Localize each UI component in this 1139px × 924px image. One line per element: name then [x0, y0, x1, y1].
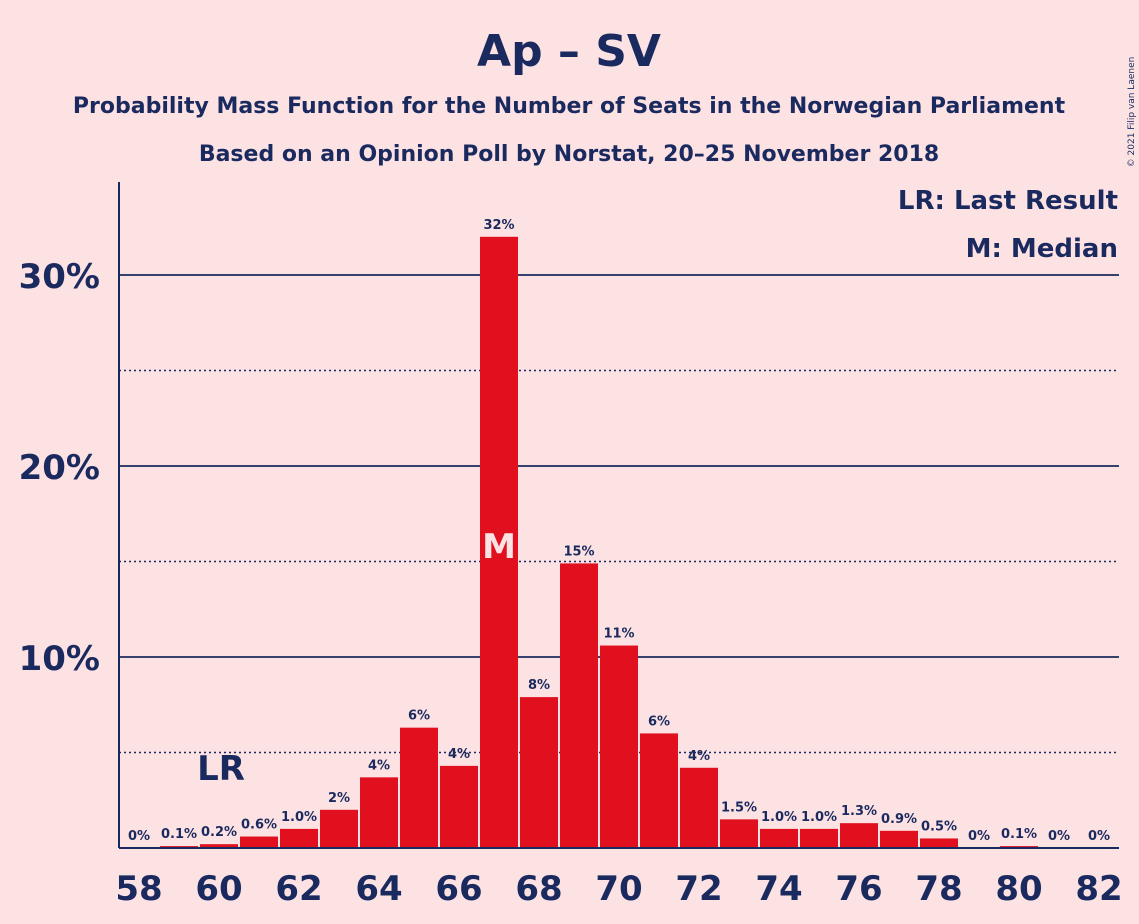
bar-value-label: 0% [1088, 829, 1110, 844]
bar [280, 828, 318, 848]
x-tick-label: 60 [195, 869, 242, 909]
bar [560, 563, 598, 848]
bar-labels: 0% 0.1% 0.2% 0.6% 1.0% 2% 4% 6% 4% 32% 8% 15% 11% 6% 4… [128, 218, 1110, 844]
x-tick-label: 70 [595, 869, 642, 909]
x-tick-labels: 58 60 62 64 66 68 70 72 74 76 78 80 82 [115, 869, 1122, 909]
bar-value-label: 2% [328, 791, 350, 806]
y-tick-label: 30% [19, 257, 100, 297]
bar [880, 830, 918, 848]
bar-value-label: 4% [688, 749, 710, 764]
bar [200, 844, 238, 848]
bar-value-label: 0.5% [921, 819, 957, 834]
bar-value-label: 6% [648, 714, 670, 729]
bar-value-label: 0.2% [201, 825, 237, 840]
chart-subtitle-1: Probability Mass Function for the Number… [73, 94, 1066, 119]
bar [680, 767, 718, 848]
bar [720, 819, 758, 848]
bar-value-label: 1.0% [801, 810, 837, 825]
copyright: © 2021 Filip van Laenen [1127, 57, 1137, 168]
x-tick-label: 74 [755, 869, 802, 909]
x-tick-label: 58 [115, 869, 162, 909]
bar [600, 645, 638, 848]
bar [480, 236, 518, 849]
x-tick-label: 82 [1075, 869, 1122, 909]
bar-value-label: 1.0% [761, 810, 797, 825]
x-tick-label: 76 [835, 869, 882, 909]
bar-value-label: 0% [128, 829, 150, 844]
bars [160, 236, 1038, 849]
bar [240, 836, 278, 848]
bar-value-label: 4% [368, 758, 390, 773]
bar-value-label: 8% [528, 678, 550, 693]
x-tick-label: 66 [435, 869, 482, 909]
median-marker: M [482, 527, 516, 567]
x-tick-label: 68 [515, 869, 562, 909]
y-tick-label: 20% [19, 448, 100, 488]
bar-value-label: 0% [1048, 829, 1070, 844]
last-result-marker: LR [197, 749, 245, 789]
bar-value-label: 0.6% [241, 818, 277, 833]
x-tick-label: 64 [355, 869, 402, 909]
bar-value-label: 1.0% [281, 810, 317, 825]
x-tick-label: 72 [675, 869, 722, 909]
bar-value-label: 15% [563, 544, 594, 559]
chart-subtitle-2: Based on an Opinion Poll by Norstat, 20–… [199, 142, 939, 167]
x-tick-label: 62 [275, 869, 322, 909]
bar-value-label: 32% [483, 218, 514, 233]
bar [360, 777, 398, 848]
bar-value-label: 4% [448, 747, 470, 762]
legend-median: M: Median [966, 234, 1118, 264]
bar-value-label: 0.1% [161, 827, 197, 842]
bar-value-label: 6% [408, 709, 430, 724]
bar [640, 733, 678, 848]
bar [320, 809, 358, 848]
bar [800, 828, 838, 848]
bar-value-label: 1.5% [721, 800, 757, 815]
y-tick-label: 10% [19, 639, 100, 679]
x-tick-label: 78 [915, 869, 962, 909]
bar [440, 765, 478, 848]
bar-value-label: 0% [968, 829, 990, 844]
bar-value-label: 0.9% [881, 812, 917, 827]
bar [920, 838, 958, 848]
legend-last-result: LR: Last Result [898, 186, 1118, 216]
bar-value-label: 1.3% [841, 804, 877, 819]
bar [520, 697, 558, 848]
bar [400, 727, 438, 848]
bar [760, 828, 798, 848]
bar [840, 823, 878, 848]
x-tick-label: 80 [995, 869, 1042, 909]
y-tick-labels: 10% 20% 30% [19, 257, 100, 679]
chart-title: Ap – SV [477, 26, 661, 77]
bar-value-label: 0.1% [1001, 827, 1037, 842]
bar-value-label: 11% [603, 627, 634, 642]
